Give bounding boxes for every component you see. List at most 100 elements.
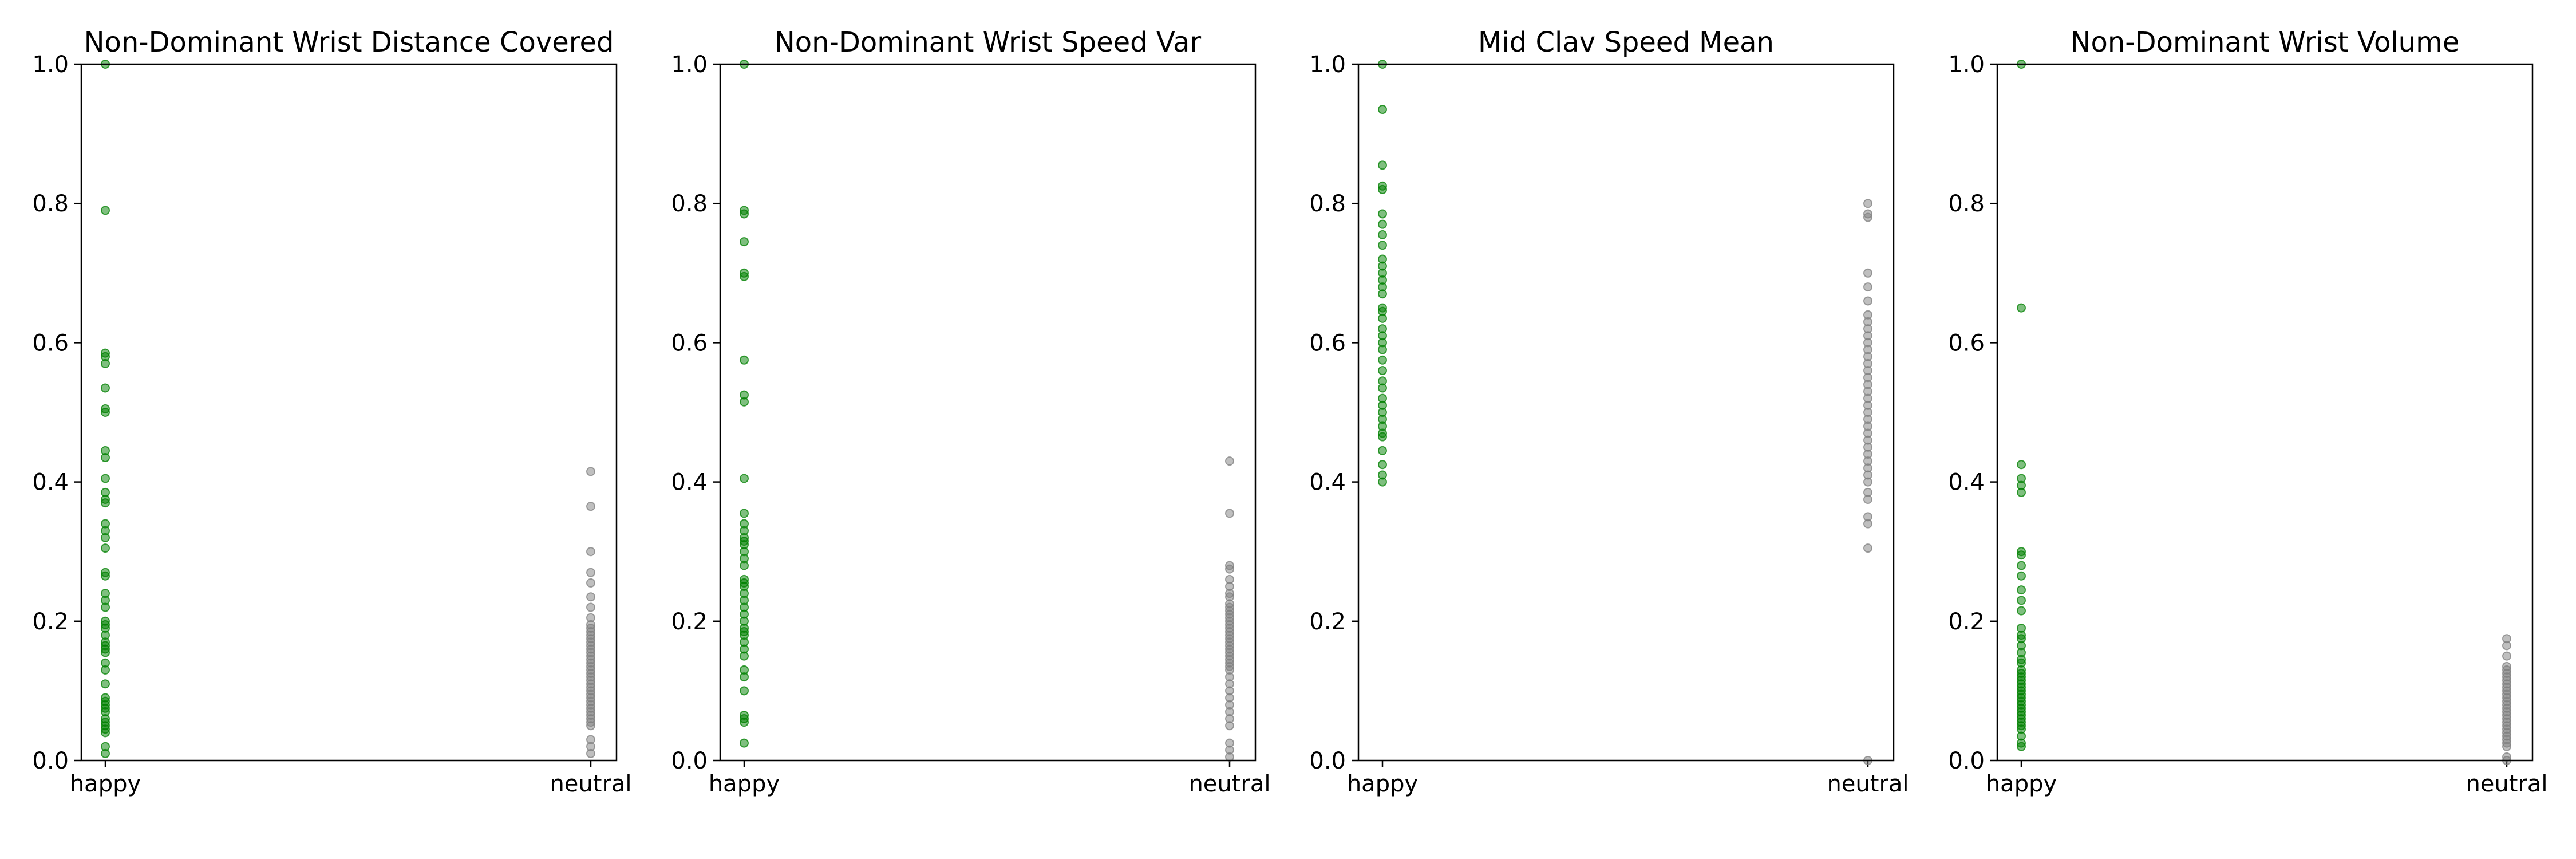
y-tick-label: 0.2 [671, 609, 708, 635]
data-point-happy [740, 686, 749, 696]
y-tick-label: 0.8 [671, 191, 708, 217]
y-tick-label: 1.0 [1948, 52, 1985, 78]
data-point-neutral [586, 547, 595, 557]
data-point-happy [2017, 596, 2026, 605]
data-point-happy [740, 651, 749, 661]
data-point-happy [1378, 105, 1387, 115]
data-point-neutral [586, 578, 595, 588]
x-tick-label: happy [1986, 771, 2057, 797]
data-point-neutral [1863, 495, 1872, 504]
data-point-neutral [586, 602, 595, 612]
data-point-happy [101, 748, 110, 758]
data-point-neutral [1225, 456, 1234, 466]
data-point-neutral [586, 748, 595, 758]
data-point-happy [1378, 241, 1387, 250]
data-point-happy [101, 543, 110, 553]
data-point-happy [1378, 432, 1387, 442]
x-tick-label: happy [70, 771, 141, 797]
data-point-happy [2017, 550, 2026, 560]
data-point-neutral [1225, 564, 1234, 574]
x-tick-label: happy [709, 771, 780, 797]
y-tick-label: 0.0 [1948, 748, 1985, 774]
data-point-happy [2017, 561, 2026, 570]
data-point-happy [101, 408, 110, 417]
x-tick-label: neutral [1188, 771, 1270, 797]
data-point-happy [101, 665, 110, 675]
y-tick-label: 0.0 [1309, 748, 1346, 774]
axes-frame [1996, 63, 2534, 762]
y-tick-label: 1.0 [1309, 52, 1346, 78]
y-tick-label: 0.6 [671, 330, 708, 356]
data-point-happy [101, 679, 110, 689]
data-point-happy [101, 533, 110, 542]
data-point-neutral [1863, 212, 1872, 222]
data-point-happy [1378, 446, 1387, 455]
chart-panel-3: Mid Clav Speed Mean 0.0 0.2 0.4 0.6 0.8 1.0 hap… [1309, 26, 1909, 797]
data-point-happy [2017, 742, 2026, 751]
data-point-happy [1378, 355, 1387, 365]
chart-title: Non-Dominant Wrist Distance Covered [84, 26, 614, 58]
y-tick-label: 0.6 [1309, 330, 1346, 356]
chart-title: Mid Clav Speed Mean [1478, 26, 1774, 58]
data-point-happy [101, 571, 110, 581]
data-point-neutral [2502, 742, 2511, 751]
chart-panel-2: Non-Dominant Wrist Speed Var 0.0 0.2 0.4 0.6… [671, 26, 1270, 797]
data-point-happy [1378, 383, 1387, 393]
chart-title: Non-Dominant Wrist Speed Var [775, 26, 1201, 58]
chart-panel-4: Non-Dominant Wrist Volume 0.0 0.2 0.4 0.6 0.8… [1948, 26, 2547, 797]
data-point-neutral [1863, 519, 1872, 529]
data-point-neutral [586, 592, 595, 602]
data-point-neutral [1863, 543, 1872, 553]
data-point-happy [740, 672, 749, 682]
y-tick-label: 0.2 [1309, 609, 1346, 635]
data-point-happy [1378, 230, 1387, 239]
y-tick-label: 0.8 [32, 191, 69, 217]
data-point-happy [101, 453, 110, 463]
y-tick-label: 0.4 [1309, 470, 1346, 496]
data-point-neutral [586, 568, 595, 577]
data-point-happy [740, 561, 749, 570]
data-point-happy [2017, 303, 2026, 313]
data-point-neutral [1863, 296, 1872, 306]
data-point-happy [740, 474, 749, 483]
y-tick-label: 0.2 [32, 609, 69, 635]
data-point-happy [2017, 571, 2026, 581]
x-tick-label: neutral [1827, 771, 1909, 797]
data-point-happy [2017, 487, 2026, 497]
data-point-happy [101, 474, 110, 483]
data-point-neutral [2502, 651, 2511, 661]
y-tick-label: 0.6 [1948, 330, 1985, 356]
data-point-happy [1378, 219, 1387, 229]
data-point-happy [740, 397, 749, 407]
data-point-happy [2017, 606, 2026, 616]
data-point-happy [1378, 289, 1387, 299]
axes-frame [719, 63, 1257, 762]
data-point-happy [1378, 160, 1387, 170]
data-point-neutral [586, 502, 595, 511]
data-point-happy [1378, 460, 1387, 470]
x-tick-label: happy [1347, 771, 1418, 797]
data-point-happy [101, 383, 110, 393]
axes-frame [80, 63, 618, 762]
data-point-happy [101, 498, 110, 508]
y-tick-label: 0.0 [32, 748, 69, 774]
y-tick-label: 0.2 [1948, 609, 1985, 635]
y-tick-label: 0.0 [671, 748, 708, 774]
data-point-neutral [1225, 721, 1234, 731]
data-point-happy [740, 718, 749, 727]
data-point-neutral [1863, 282, 1872, 292]
data-point-happy [2017, 585, 2026, 595]
data-point-happy [740, 355, 749, 365]
x-tick-label: neutral [2466, 771, 2547, 797]
y-tick-label: 0.4 [671, 470, 708, 496]
chart-panel-1: Non-Dominant Wrist Distance Covered 0.0 0.… [32, 26, 631, 797]
data-point-happy [101, 648, 110, 657]
data-point-happy [740, 509, 749, 518]
y-tick-label: 0.4 [32, 470, 69, 496]
data-point-happy [1378, 313, 1387, 323]
data-point-neutral [1863, 477, 1872, 487]
chart-title: Non-Dominant Wrist Volume [2071, 26, 2460, 58]
data-point-happy [740, 237, 749, 247]
y-tick-label: 0.8 [1948, 191, 1985, 217]
